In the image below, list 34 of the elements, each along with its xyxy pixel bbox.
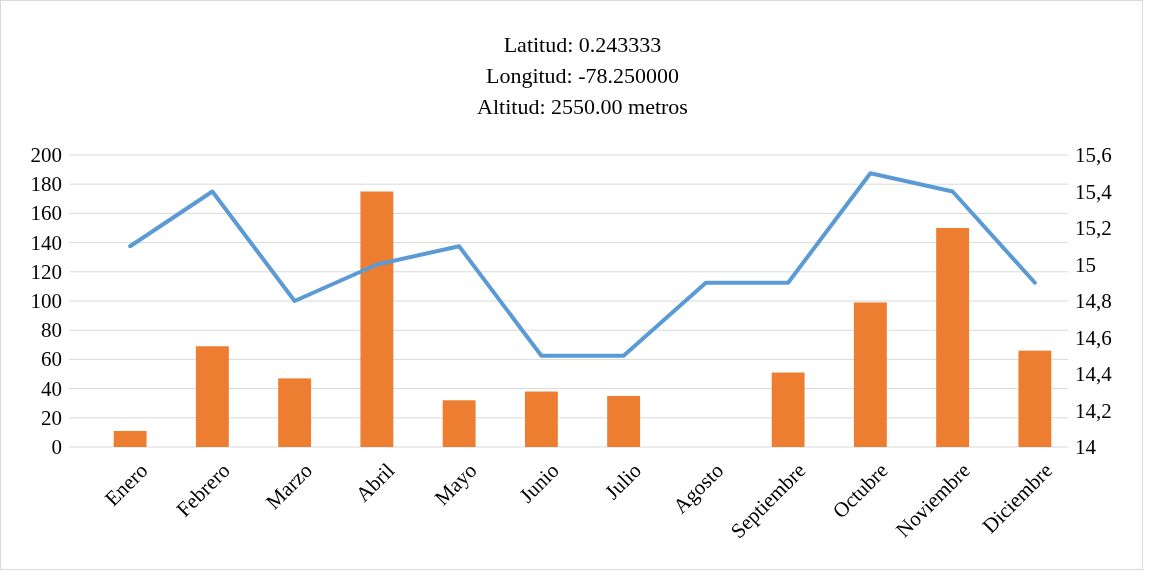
bar xyxy=(607,395,641,447)
chart-title: Latitud: 0.243333 Longitud: -78.250000 Altitud: 2550.00 metros xyxy=(477,32,688,119)
x-tick-label: Julio xyxy=(600,458,646,505)
line-series xyxy=(128,171,1037,358)
bar xyxy=(853,302,887,447)
y-tick-label: 140 xyxy=(30,230,62,255)
bar xyxy=(360,191,394,447)
y2-tick-label: 15,2 xyxy=(1075,216,1112,240)
y-tick-label: 60 xyxy=(41,347,62,372)
bar xyxy=(442,400,476,447)
bar xyxy=(1018,350,1052,447)
y2-tick-label: 14,6 xyxy=(1075,325,1112,350)
bar xyxy=(113,430,147,447)
y2-tick-label: 14,8 xyxy=(1075,289,1112,313)
y-tick-label: 200 xyxy=(30,143,62,167)
bar xyxy=(771,372,805,447)
y-tick-label: 160 xyxy=(30,201,62,226)
y-tick-label: 80 xyxy=(41,318,62,343)
y-tick-label: 40 xyxy=(41,376,62,401)
y2-tick-label: 14,2 xyxy=(1075,398,1112,423)
bar xyxy=(524,391,558,447)
y-tick-label: 0 xyxy=(51,435,62,459)
bar xyxy=(278,378,312,447)
y-tick-label: 120 xyxy=(30,259,62,284)
y2-tick-label: 15,6 xyxy=(1075,143,1112,167)
y2-tick-label: 15,4 xyxy=(1075,179,1113,204)
bar xyxy=(936,228,970,447)
y2-tick-label: 14 xyxy=(1075,435,1097,459)
y2-tick-label: 14,4 xyxy=(1075,362,1113,386)
y-tick-label: 20 xyxy=(41,405,62,430)
y2-tick-label: 15 xyxy=(1075,252,1096,277)
bar xyxy=(195,346,229,447)
y-tick-label: 100 xyxy=(30,289,62,313)
y-tick-label: 180 xyxy=(30,172,62,197)
